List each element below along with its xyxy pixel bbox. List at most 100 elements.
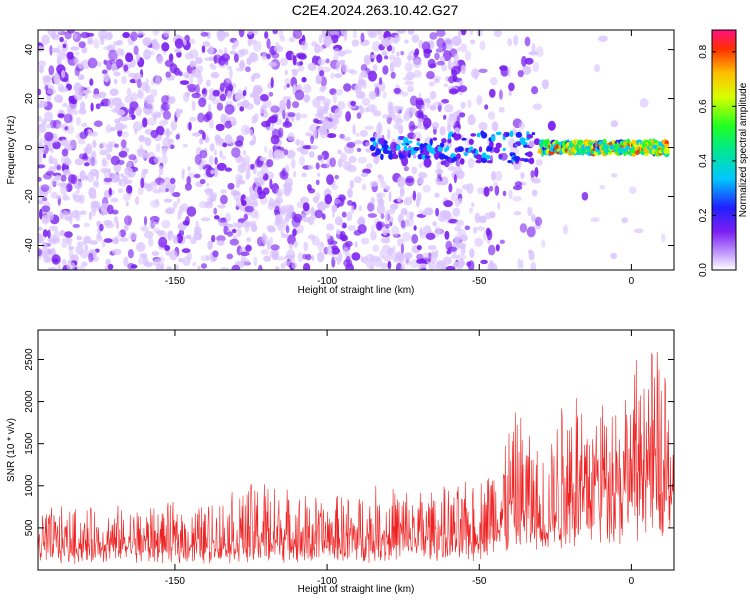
spectrogram-noise-cell (337, 158, 343, 168)
spectrogram-noise-cell (333, 198, 341, 205)
spectrogram-noise-cell (265, 126, 275, 131)
spectrogram-noise-cell (311, 255, 315, 261)
spectrogram-noise-cell (189, 74, 194, 85)
spectrogram-x-label: Height of straight line (km) (298, 285, 415, 296)
spectrogram-noise-cell (110, 173, 120, 183)
spectrogram-signal-cell (456, 146, 464, 153)
spectrogram-noise-cell (519, 223, 528, 233)
spectrogram-noise-cell (53, 74, 57, 83)
spectrogram-noise-cell (138, 258, 143, 265)
spectrogram-noise-cell (77, 74, 85, 81)
spectrogram-noise-cell (114, 118, 121, 124)
spectrogram-noise-cell (456, 242, 467, 249)
spectrogram-noise-cell (661, 233, 666, 243)
spectrogram-noise-cell (89, 240, 99, 245)
spectrogram-noise-cell (367, 70, 378, 82)
spectrogram-noise-cell (39, 209, 43, 220)
spectrogram-noise-cell (46, 123, 52, 129)
spectrogram-noise-cell (161, 219, 171, 229)
spectrogram-noise-cell (87, 57, 98, 69)
spectrogram-noise-cell (407, 85, 414, 93)
spectrogram-noise-cell (329, 30, 339, 36)
spectrogram-noise-cell (389, 216, 394, 223)
spectrogram-noise-cell (164, 119, 169, 125)
spectrogram-noise-cell (64, 216, 71, 221)
spectrogram-noise-cell (480, 259, 488, 265)
spectrogram-noise-cell (447, 166, 457, 172)
spectrogram-noise-cell (436, 60, 445, 66)
spectrogram-noise-cell (60, 174, 67, 182)
spectrogram-noise-cell (330, 240, 338, 245)
spectrogram-noise-cell (435, 48, 445, 53)
spectrogram-noise-cell (429, 63, 437, 68)
spectrogram-noise-cell (454, 234, 461, 240)
spectrogram-noise-cell (79, 210, 87, 215)
spectrogram-noise-cell (633, 228, 644, 234)
spectrogram-noise-cell (335, 88, 344, 96)
spectrogram-noise-cell (203, 113, 211, 123)
spectrogram-noise-cell (323, 105, 327, 114)
spectrogram-noise-cell (380, 262, 389, 270)
spectrogram-noise-cell (109, 88, 119, 96)
spectrogram-noise-cell (155, 143, 161, 153)
spectrogram-noise-cell (67, 139, 77, 150)
spectrogram-noise-cell (212, 250, 219, 258)
spectrogram-noise-cell (99, 223, 104, 232)
spectrogram-noise-cell (183, 92, 190, 103)
spectrogram-noise-cell (226, 223, 234, 228)
spectrogram-noise-cell (153, 228, 161, 233)
spectrogram-noise-cell (41, 205, 51, 213)
snr-x-tick-label: -100 (317, 576, 337, 587)
spectrogram-noise-cell (293, 170, 297, 178)
spectrogram-noise-cell (287, 234, 296, 246)
spectrogram-noise-cell (276, 150, 286, 159)
spectrogram-noise-cell (242, 220, 252, 229)
spectrogram-noise-cell (343, 136, 352, 142)
spectrogram-noise-cell (137, 90, 145, 100)
spectrogram-noise-cell (244, 155, 251, 165)
spectrogram-noise-cell (467, 114, 476, 126)
spectrogram-noise-cell (95, 103, 101, 110)
spectrogram-noise-cell (283, 187, 291, 197)
spectrogram-noise-cell (38, 124, 47, 133)
spectrogram-noise-cell (430, 252, 438, 264)
spectrogram-noise-cell (531, 42, 536, 54)
spectrogram-noise-cell (135, 196, 140, 206)
spectrogram-noise-cell (300, 40, 309, 51)
spectrogram-noise-cell (526, 226, 536, 238)
spectrogram-noise-cell (116, 220, 119, 230)
spectrogram-noise-cell (535, 159, 543, 166)
spectrogram-noise-cell (284, 69, 288, 76)
spectrogram-noise-cell (464, 50, 472, 61)
spectrogram-noise-cell (105, 124, 112, 133)
spectrogram-noise-cell (441, 63, 447, 72)
spectrogram-noise-cell (135, 106, 143, 117)
spectrogram-signal-cell (464, 152, 468, 156)
spectrogram-signal-cell (523, 158, 529, 163)
spectrogram-noise-cell (42, 197, 48, 202)
spectrogram-signal-cell (413, 146, 420, 151)
spectrogram-noise-cell (222, 142, 228, 148)
spectrogram-noise-cell (347, 200, 353, 206)
spectrogram-noise-cell (292, 101, 300, 109)
spectrogram-noise-cell (47, 30, 57, 37)
spectrogram-noise-cell (153, 156, 162, 164)
spectrogram-noise-cell (461, 184, 470, 190)
colorbar-label: Normalized spectral amplitude (738, 82, 749, 217)
spectrogram-signal-cell (407, 151, 411, 158)
spectrogram-noise-cell (143, 216, 148, 226)
spectrogram-noise-cell (317, 241, 325, 252)
colorbar-gradient (711, 29, 737, 271)
spectrogram-noise-cell (292, 30, 303, 40)
spectrogram-noise-cell (66, 261, 76, 270)
spectrogram-noise-cell (310, 145, 318, 150)
spectrogram-noise-cell (54, 175, 62, 181)
spectrogram-noise-cell (331, 204, 338, 213)
spectrogram-noise-cell (136, 78, 142, 89)
spectrogram-noise-cell (303, 241, 309, 252)
spectrogram-noise-cell (315, 162, 320, 170)
spectrogram-noise-cell (135, 52, 140, 63)
spectrogram-noise-cell (208, 45, 214, 55)
spectrogram-noise-cell (151, 38, 157, 49)
spectrogram-signal-cell (388, 152, 394, 160)
